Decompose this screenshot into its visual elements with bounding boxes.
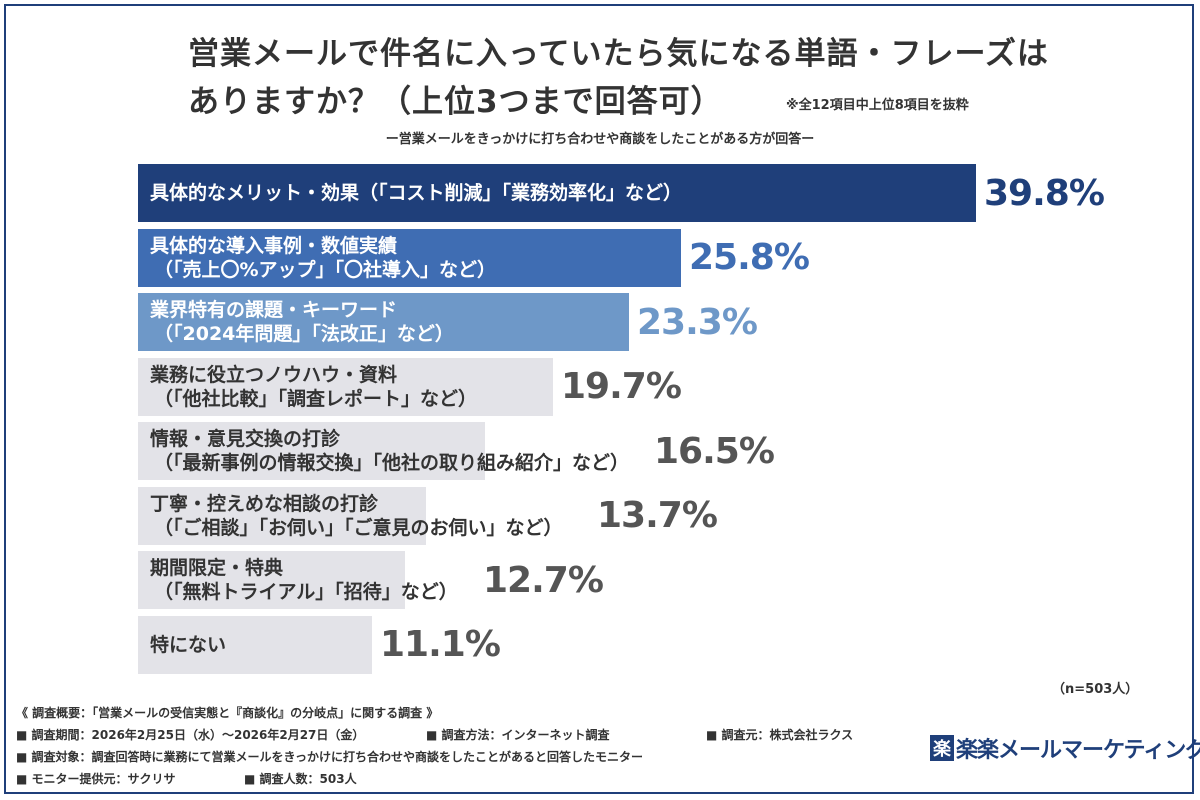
sample-size-label: （n=503人） [1052, 682, 1139, 697]
value-label-7: 12.7% [483, 559, 604, 601]
bar-5 [138, 422, 485, 480]
survey-footer: 《 調査概要：「営業メールの受信実態と『商談化』の分岐点」に関する調査 》 ■ … [16, 702, 853, 790]
survey-provider: ■ モニター提供元：サクリサ [16, 772, 176, 786]
value-label-6: 13.7% [597, 495, 718, 536]
bar-8 [138, 615, 372, 674]
value-label-5: 16.5% [654, 430, 775, 472]
survey-source: ■ 調査元：株式会社ラクス [706, 728, 854, 742]
category-label-line: （「ご相談」「お伺い」「ご意見のお伺い」など） [154, 516, 563, 539]
value-label-1: 39.8% [984, 172, 1105, 214]
category-label-8: 特にない [150, 616, 226, 674]
category-label-line: 具体的な導入事例・数値実績 [150, 234, 398, 257]
category-label-7: 期間限定・特典 （「無料トライアル」「招待」など） [150, 551, 458, 609]
category-label-line: （「2024年問題」「法改正」など） [154, 323, 454, 345]
survey-method: ■ 調査方法：インターネット調査 [426, 728, 610, 742]
bar-4 [138, 357, 553, 416]
bar-2 [138, 228, 681, 287]
bar-1 [138, 164, 976, 222]
title-line-1: 営業メールで件名に入っていたら気になる単語・フレーズは [188, 36, 1049, 72]
survey-period: ■ 調査期間：2026年2月25日（水）〜2026年2月27日（金） [16, 728, 365, 742]
category-label-line: （「売上〇%アップ」「〇社導入」など） [154, 258, 497, 281]
value-label-8: 11.1% [380, 624, 501, 665]
category-label-line: 具体的なメリット・効果（「コスト削減」「業務効率化」など） [150, 182, 683, 204]
category-label-2: 具体的な導入事例・数値実績 （「売上〇%アップ」「〇社導入」など） [150, 229, 496, 287]
survey-target: ■ 調査対象：調査回答時に業務にて営業メールをきっかけに打ち合わせや商談をしたこ… [16, 750, 644, 764]
logo-text: 楽楽メールマーケティング [956, 738, 1200, 763]
category-label-1: 具体的なメリット・効果（「コスト削減」「業務効率化」など） [150, 164, 682, 222]
category-label-line: 情報・意見交換の打診 [150, 428, 341, 450]
value-label-2: 25.8% [689, 237, 810, 278]
category-label-line: 業界特有の課題・キーワード [150, 299, 398, 321]
category-label-5: 情報・意見交換の打診 （「最新事例の情報交換」「他社の取り組み紹介」など） [150, 422, 629, 480]
logo-mark: 楽 [930, 735, 954, 761]
chart-title: 営業メールで件名に入っていたら気になる単語・フレーズは ありますか？（上位3つま… [188, 30, 1068, 126]
category-label-line: （「最新事例の情報交換」「他社の取り組み紹介」など） [154, 452, 630, 474]
bar-7 [138, 551, 405, 609]
category-label-line: （「無料トライアル」「招待」など） [154, 581, 458, 603]
category-label-line: 業務に役立つノウハウ・資料 [150, 363, 398, 386]
excerpt-note: ※全12項目中上位8項目を抜粋 [786, 98, 969, 113]
survey-overview: 《 調査概要：「営業メールの受信実態と『商談化』の分岐点」に関する調査 》 [16, 706, 439, 720]
title-line-2: ありますか？（上位3つまで回答可） [188, 84, 723, 120]
bar-6 [138, 486, 426, 545]
category-label-3: 業界特有の課題・キーワード （「2024年問題」「法改正」など） [150, 293, 454, 351]
value-label-4: 19.7% [561, 366, 682, 407]
category-label-6: 丁寧・控えめな相談の打診 （「ご相談」「お伺い」「ご意見のお伺い」など） [150, 487, 563, 545]
survey-count: ■ 調査人数：503人 [244, 772, 357, 786]
value-label-3: 23.3% [637, 301, 758, 343]
chart-subtitle: ー営業メールをきっかけに打ち合わせや商談をしたことがある方が回答ー [385, 132, 815, 147]
category-label-line: 特にない [150, 633, 227, 656]
category-label-4: 業務に役立つノウハウ・資料 （「他社比較」「調査レポート」など） [150, 358, 477, 416]
brand-logo: 楽 楽楽メールマーケティング [930, 732, 1200, 764]
category-label-line: 丁寧・控えめな相談の打診 [150, 492, 379, 515]
bar-3 [138, 293, 629, 351]
category-label-line: 期間限定・特典 [150, 557, 284, 579]
category-label-line: （「他社比較」「調査レポート」など） [154, 387, 478, 410]
